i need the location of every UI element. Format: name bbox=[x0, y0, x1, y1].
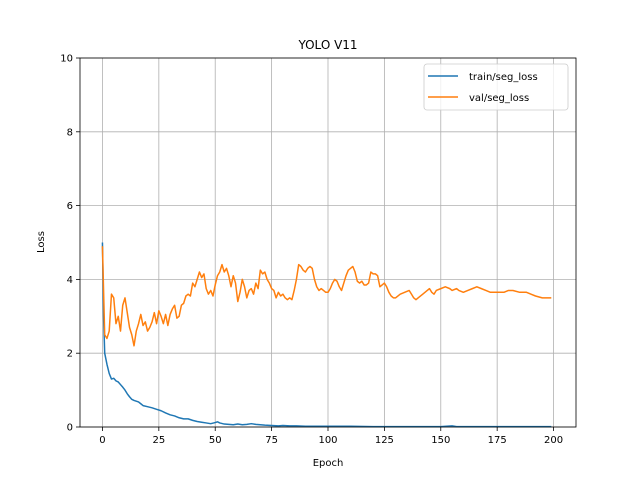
legend-label-val-seg-loss: val/seg_loss bbox=[469, 93, 529, 104]
legend-label-train-seg-loss: train/seg_loss bbox=[469, 72, 538, 83]
legend: train/seg_loss val/seg_loss bbox=[423, 63, 569, 111]
chart-title: YOLO V11 bbox=[297, 38, 357, 52]
y-axis-ticks: 0 2 4 6 8 10 bbox=[60, 54, 80, 434]
legend-box bbox=[423, 63, 569, 111]
x-tick-label: 100 bbox=[318, 435, 337, 446]
x-tick-label: 50 bbox=[209, 435, 222, 446]
series-lines bbox=[101, 242, 552, 428]
y-tick-label: 2 bbox=[67, 349, 73, 360]
x-tick-label: 150 bbox=[431, 435, 450, 446]
series-line-train-seg-loss bbox=[101, 242, 552, 428]
x-tick-label: 25 bbox=[152, 435, 165, 446]
x-tick-label: 0 bbox=[99, 435, 105, 446]
x-axis-ticks: 0 25 50 75 100 125 150 175 200 bbox=[99, 427, 563, 446]
x-axis-label: Epoch bbox=[313, 458, 344, 469]
x-tick-label: 200 bbox=[544, 435, 563, 446]
x-tick-label: 125 bbox=[375, 435, 394, 446]
y-tick-label: 10 bbox=[60, 54, 73, 65]
series-line-val-seg-loss bbox=[101, 246, 552, 347]
x-tick-label: 75 bbox=[265, 435, 278, 446]
x-tick-label: 175 bbox=[488, 435, 507, 446]
y-tick-label: 8 bbox=[67, 127, 73, 138]
y-tick-label: 0 bbox=[67, 423, 73, 434]
y-tick-label: 4 bbox=[67, 275, 73, 286]
y-tick-label: 6 bbox=[67, 201, 73, 212]
y-axis-label: Loss bbox=[36, 231, 47, 253]
